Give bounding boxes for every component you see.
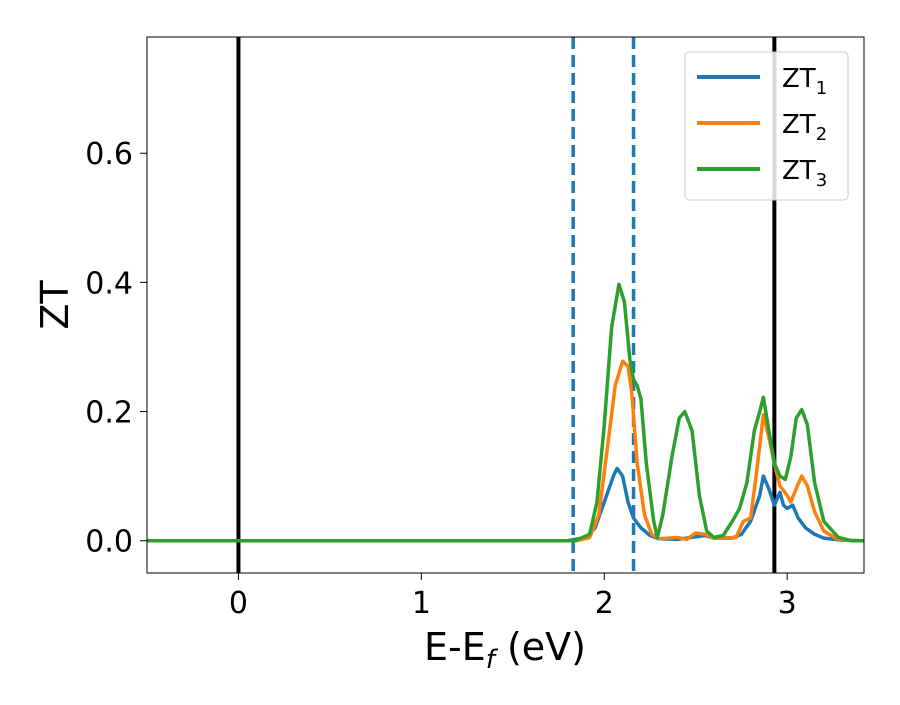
x-axis-title: E-Ef (eV) xyxy=(424,625,586,675)
x-axis: 0 1 2 3 xyxy=(229,573,797,621)
legend-box xyxy=(684,51,849,201)
legend: ZT1 ZT2 ZT3 xyxy=(684,51,849,201)
legend-label-zt3: ZT3 xyxy=(782,156,827,191)
series-lines xyxy=(147,282,865,543)
x-tick-label: 0 xyxy=(229,586,248,621)
x-tick-label: 3 xyxy=(778,586,797,621)
legend-label-zt2: ZT2 xyxy=(782,110,827,145)
x-tick-label: 2 xyxy=(595,586,614,621)
y-tick-label: 0.6 xyxy=(85,137,133,172)
x-axis-title-unit: (eV) xyxy=(495,625,586,669)
y-axis-title: ZT xyxy=(33,280,77,330)
x-tick-label: 1 xyxy=(412,586,431,621)
series-line-zt3 xyxy=(147,282,864,543)
y-tick-label: 0.0 xyxy=(85,525,133,560)
plot-frame xyxy=(146,36,865,574)
y-axis: 0.0 0.2 0.4 0.6 xyxy=(85,137,147,560)
legend-label-zt1: ZT1 xyxy=(782,64,827,99)
series-line-zt2 xyxy=(147,359,864,543)
y-tick-label: 0.2 xyxy=(85,396,133,431)
y-tick-label: 0.4 xyxy=(85,266,133,301)
